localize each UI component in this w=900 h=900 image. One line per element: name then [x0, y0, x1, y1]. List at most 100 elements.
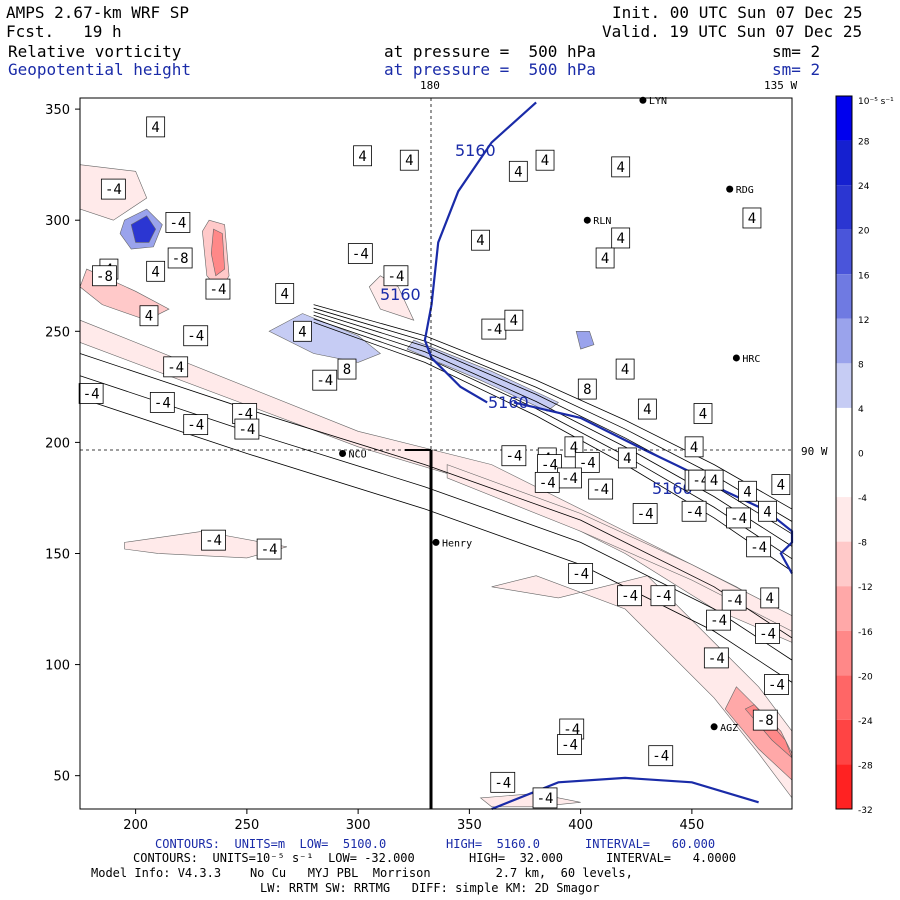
- contour-label-box: [293, 320, 312, 342]
- height-contour-label: 5160: [652, 479, 693, 498]
- colorbar-segment: [836, 407, 852, 453]
- contour-label: -4: [652, 749, 669, 765]
- height-contour-label: 5160: [380, 285, 421, 304]
- contour-label-box: [504, 309, 524, 331]
- contour-label: -4: [750, 540, 767, 556]
- contour-label-box: [703, 647, 729, 669]
- contour-label: 4: [145, 309, 153, 325]
- contour-label-box: [183, 325, 209, 347]
- contour-label-box: [764, 674, 789, 695]
- contour-label: -4: [205, 533, 222, 549]
- contour-label: -4: [561, 738, 578, 754]
- field2-name: Geopotential height: [8, 60, 192, 79]
- contour-label-box: [738, 480, 757, 502]
- contour-label: -4: [352, 247, 369, 263]
- colorbar-tick-label: 24: [858, 182, 870, 192]
- colorbar-tick-label: -24: [858, 717, 873, 727]
- model-info: Model Info: V4.3.3 No Cu MYJ PBL Morriso…: [91, 866, 633, 880]
- contour-label: 8: [583, 382, 591, 398]
- contour-label: 4: [570, 440, 578, 456]
- colorbar-frame: [835, 95, 853, 810]
- contour-label: -4: [238, 422, 255, 438]
- negative-vorticity-band: [491, 575, 793, 799]
- contour-label-box: [535, 149, 555, 171]
- colorbar-segment: [836, 675, 852, 720]
- station-label: NCU: [349, 450, 367, 461]
- contour-label: 4: [601, 251, 609, 267]
- contour-label-box: [758, 500, 777, 522]
- contour-label-box: [167, 247, 193, 269]
- positive-vorticity-core: [130, 215, 156, 243]
- contour-label-box: [568, 563, 594, 584]
- contour-label: 4: [151, 264, 159, 280]
- contour-label: 4: [280, 287, 288, 303]
- contour-label-box: [100, 178, 126, 200]
- contour-label-box: [574, 451, 600, 473]
- contour-label: 4: [690, 440, 698, 456]
- lon-180-label: 180: [420, 79, 440, 92]
- colorbar-tick-label: 8: [858, 360, 864, 370]
- contour-label-box: [760, 587, 780, 609]
- contour-label-box: [353, 145, 372, 167]
- field1-level: at pressure = 500 hPa: [384, 42, 596, 61]
- contour-label: 4: [699, 407, 707, 423]
- colorbar-segment: [836, 719, 852, 765]
- colorbar-tick-label: -12: [858, 583, 873, 593]
- station-marker: [732, 354, 740, 362]
- y-tick-label: 50: [53, 770, 70, 785]
- contour-label-box: [681, 500, 707, 522]
- contour-label: -4: [485, 322, 502, 338]
- contour-label-box: [139, 305, 159, 327]
- contour-label-box: [146, 116, 166, 138]
- contour-label-box: [163, 356, 189, 378]
- contour-label-box: [595, 247, 615, 269]
- map-guides: [80, 98, 792, 809]
- contour-label: 4: [510, 313, 518, 329]
- negative-vorticity-streak: [210, 228, 225, 277]
- contour-label-box: [721, 589, 747, 611]
- vorticity-contour-info: CONTOURS: UNITS=10⁻⁵ s⁻¹ LOW= -32.000: [133, 851, 415, 865]
- contour-label: -4: [105, 182, 122, 198]
- contour-label-box: [577, 378, 597, 400]
- contour-label-box: [312, 369, 338, 391]
- contour-label-box: [650, 585, 676, 607]
- plot-frame: [79, 97, 793, 810]
- contour-label-box: [275, 283, 295, 304]
- station-marker: [432, 538, 440, 546]
- contour-label-box: [588, 478, 614, 500]
- colorbar-segment: [836, 318, 852, 364]
- contour-label: -4: [572, 566, 589, 582]
- contour-label: -4: [561, 471, 578, 487]
- colorbar-tick-label: 16: [858, 271, 870, 281]
- station-label: AGZ: [720, 723, 738, 734]
- contour-label: -4: [494, 775, 511, 791]
- contour-label: 4: [623, 451, 631, 467]
- contour-label-box: [693, 403, 713, 424]
- model-title: AMPS 2.67-km WRF SP: [6, 3, 190, 22]
- contour-label-box: [648, 745, 674, 767]
- colorbar-tick-label: 28: [858, 138, 870, 148]
- contour-label-box: [532, 787, 558, 809]
- field2-smoothing: sm= 2: [772, 60, 821, 79]
- x-tick-label: 250: [234, 818, 259, 833]
- contour-label: 4: [766, 591, 774, 607]
- colorbar-segment: [836, 497, 852, 542]
- contour-label-box: [146, 260, 166, 282]
- station-marker: [339, 450, 347, 457]
- lon-135w-label: 135 W: [764, 79, 798, 92]
- contour-label: -4: [730, 511, 747, 527]
- contour-label-box: [611, 156, 631, 178]
- forecast-hour: Fcst. 19 h: [6, 22, 122, 41]
- contour-label: -4: [541, 458, 558, 474]
- contour-label-box: [337, 358, 357, 380]
- contour-label-box: [611, 227, 631, 249]
- x-tick-label: 350: [457, 818, 482, 833]
- contour-label: 4: [151, 120, 159, 136]
- contour-label-box: [755, 623, 780, 644]
- contour-label: -4: [592, 482, 609, 498]
- contour-label-box: [632, 503, 658, 524]
- contour-label: 4: [777, 478, 785, 494]
- contour-label-box: [617, 447, 637, 469]
- colorbar-segment: [836, 229, 852, 275]
- positive-vorticity-blob: [575, 330, 595, 350]
